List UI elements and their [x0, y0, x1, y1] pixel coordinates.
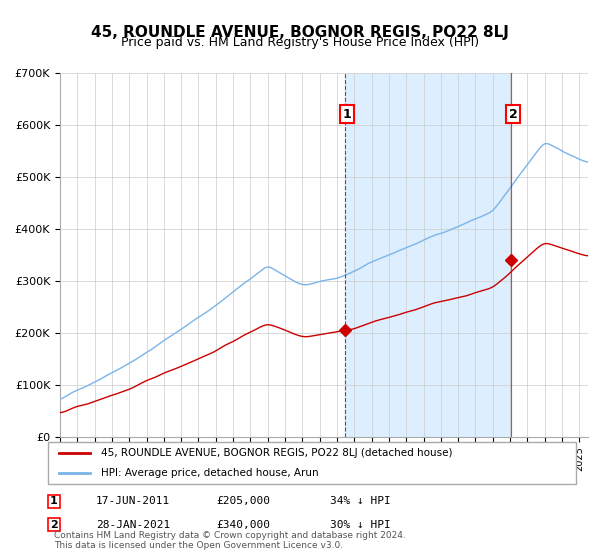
- Text: Price paid vs. HM Land Registry's House Price Index (HPI): Price paid vs. HM Land Registry's House …: [121, 36, 479, 49]
- Text: £340,000: £340,000: [216, 520, 270, 530]
- Text: £205,000: £205,000: [216, 496, 270, 506]
- Text: 17-JUN-2011: 17-JUN-2011: [96, 496, 170, 506]
- Bar: [345, 73, 511, 437]
- Text: 2: 2: [50, 520, 58, 530]
- Text: 34% ↓ HPI: 34% ↓ HPI: [330, 496, 391, 506]
- Text: Contains HM Land Registry data © Crown copyright and database right 2024.
This d: Contains HM Land Registry data © Crown c…: [54, 530, 406, 550]
- Text: 1: 1: [343, 108, 351, 121]
- FancyBboxPatch shape: [48, 442, 576, 484]
- Text: HPI: Average price, detached house, Arun: HPI: Average price, detached house, Arun: [101, 468, 319, 478]
- Text: 45, ROUNDLE AVENUE, BOGNOR REGIS, PO22 8LJ (detached house): 45, ROUNDLE AVENUE, BOGNOR REGIS, PO22 8…: [101, 448, 452, 458]
- Text: 45, ROUNDLE AVENUE, BOGNOR REGIS, PO22 8LJ: 45, ROUNDLE AVENUE, BOGNOR REGIS, PO22 8…: [91, 25, 509, 40]
- Text: 1: 1: [50, 496, 58, 506]
- Text: 30% ↓ HPI: 30% ↓ HPI: [330, 520, 391, 530]
- Text: 28-JAN-2021: 28-JAN-2021: [96, 520, 170, 530]
- Text: 2: 2: [509, 108, 518, 121]
